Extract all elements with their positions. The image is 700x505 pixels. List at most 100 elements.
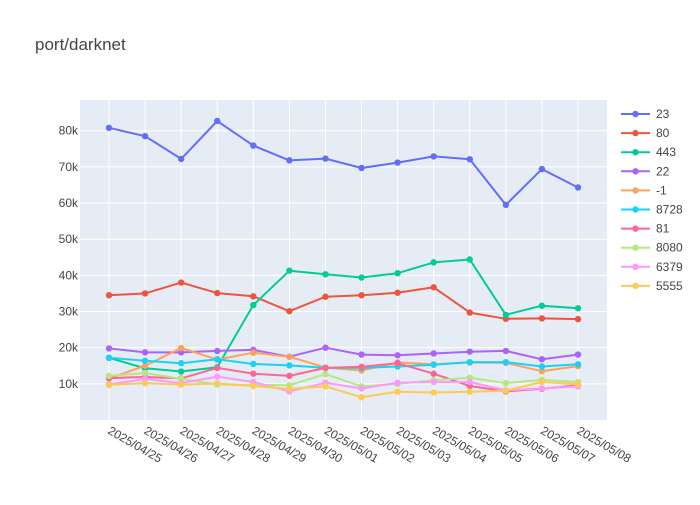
legend-item-22[interactable]: 22 [621,164,670,178]
data-point [502,379,510,387]
data-point [322,370,329,378]
data-point [250,382,257,390]
legend-item-8728[interactable]: 8728 [621,203,683,217]
data-point [358,351,365,358]
data-point [574,351,582,358]
data-point [322,155,329,162]
series-80 [105,279,582,323]
data-point [430,153,437,160]
data-point [394,269,401,277]
legend-item-6379[interactable]: 6379 [621,260,683,274]
legend-label: 80 [656,126,670,140]
y-tick-label: 40k [59,268,79,282]
data-point [538,315,546,322]
data-point [394,159,401,166]
legend-swatch-marker [632,282,639,290]
legend-label: 8080 [656,241,683,255]
series-line [108,381,579,399]
y-axis-ticks: 10k 20k 30k 40k 50k 60k 70k 80k [59,124,79,391]
data-point [286,267,293,274]
series-line [108,281,579,321]
data-point [394,352,401,359]
data-point [177,368,185,375]
y-tick-label: 30k [59,305,79,319]
data-point [430,284,437,291]
data-point [538,378,546,386]
legend-item--1[interactable]: -1 [621,183,667,197]
plot-background [80,100,607,420]
data-point [430,370,437,377]
legend-item-5555[interactable]: 5555 [621,279,683,293]
legend[interactable]: 23 80 443 22 -1 8728 81 8080 6379 5555 [621,107,683,293]
data-point [538,302,546,309]
data-point [214,347,221,355]
data-point [250,349,257,356]
data-point [574,305,582,312]
data-point [286,307,293,315]
legend-swatch-marker [632,168,639,175]
legend-item-81[interactable]: 81 [621,222,670,236]
data-point [286,157,293,164]
data-point [394,379,401,386]
data-point [250,293,257,300]
data-point [538,165,546,173]
legend-label: 6379 [656,260,683,274]
data-point [574,361,582,368]
data-point [466,388,473,395]
legend-swatch-marker [632,187,639,194]
data-point [105,124,113,132]
data-point [177,279,185,286]
legend-label: 81 [656,222,670,236]
data-point [358,363,365,371]
data-point [538,356,546,363]
data-point [394,388,401,395]
data-point [502,311,510,318]
data-point [322,271,329,278]
data-point [502,387,510,394]
data-point [322,364,329,372]
data-point [466,256,473,263]
data-point [250,142,257,149]
data-point [105,372,113,380]
data-point [502,201,510,209]
data-point [358,394,365,401]
data-point [538,363,546,370]
data-point [322,344,329,351]
legend-swatch-marker [632,244,639,251]
data-point [177,155,185,163]
data-point [358,164,365,172]
legend-swatch-marker [632,110,639,118]
chart-title: port/darknet [35,35,126,54]
data-point [430,361,437,368]
x-axis-ticks: 2025/04/252025/04/262025/04/272025/04/28… [106,423,634,465]
data-point [177,344,185,352]
legend-item-23[interactable]: 23 [621,107,670,121]
y-tick-label: 80k [59,124,79,138]
data-point [177,381,185,388]
data-point [214,356,221,363]
data-point [250,360,257,368]
data-point [214,289,221,297]
data-point [214,117,221,125]
legend-item-443[interactable]: 443 [621,145,676,159]
data-point [394,289,401,296]
data-point [286,353,293,360]
data-point [141,369,149,377]
legend-item-80[interactable]: 80 [621,126,670,140]
legend-swatch-marker [632,129,639,137]
data-point [466,378,473,386]
data-point [141,379,149,387]
data-point [466,348,473,355]
legend-label: 22 [656,164,670,178]
data-point [250,370,257,377]
legend-label: 443 [656,145,676,159]
data-point [502,347,510,355]
data-point [286,372,293,380]
legend-item-8080[interactable]: 8080 [621,241,683,255]
data-point [141,132,149,140]
data-point [430,378,437,386]
series-line [108,375,579,393]
y-tick-label: 50k [59,232,79,246]
